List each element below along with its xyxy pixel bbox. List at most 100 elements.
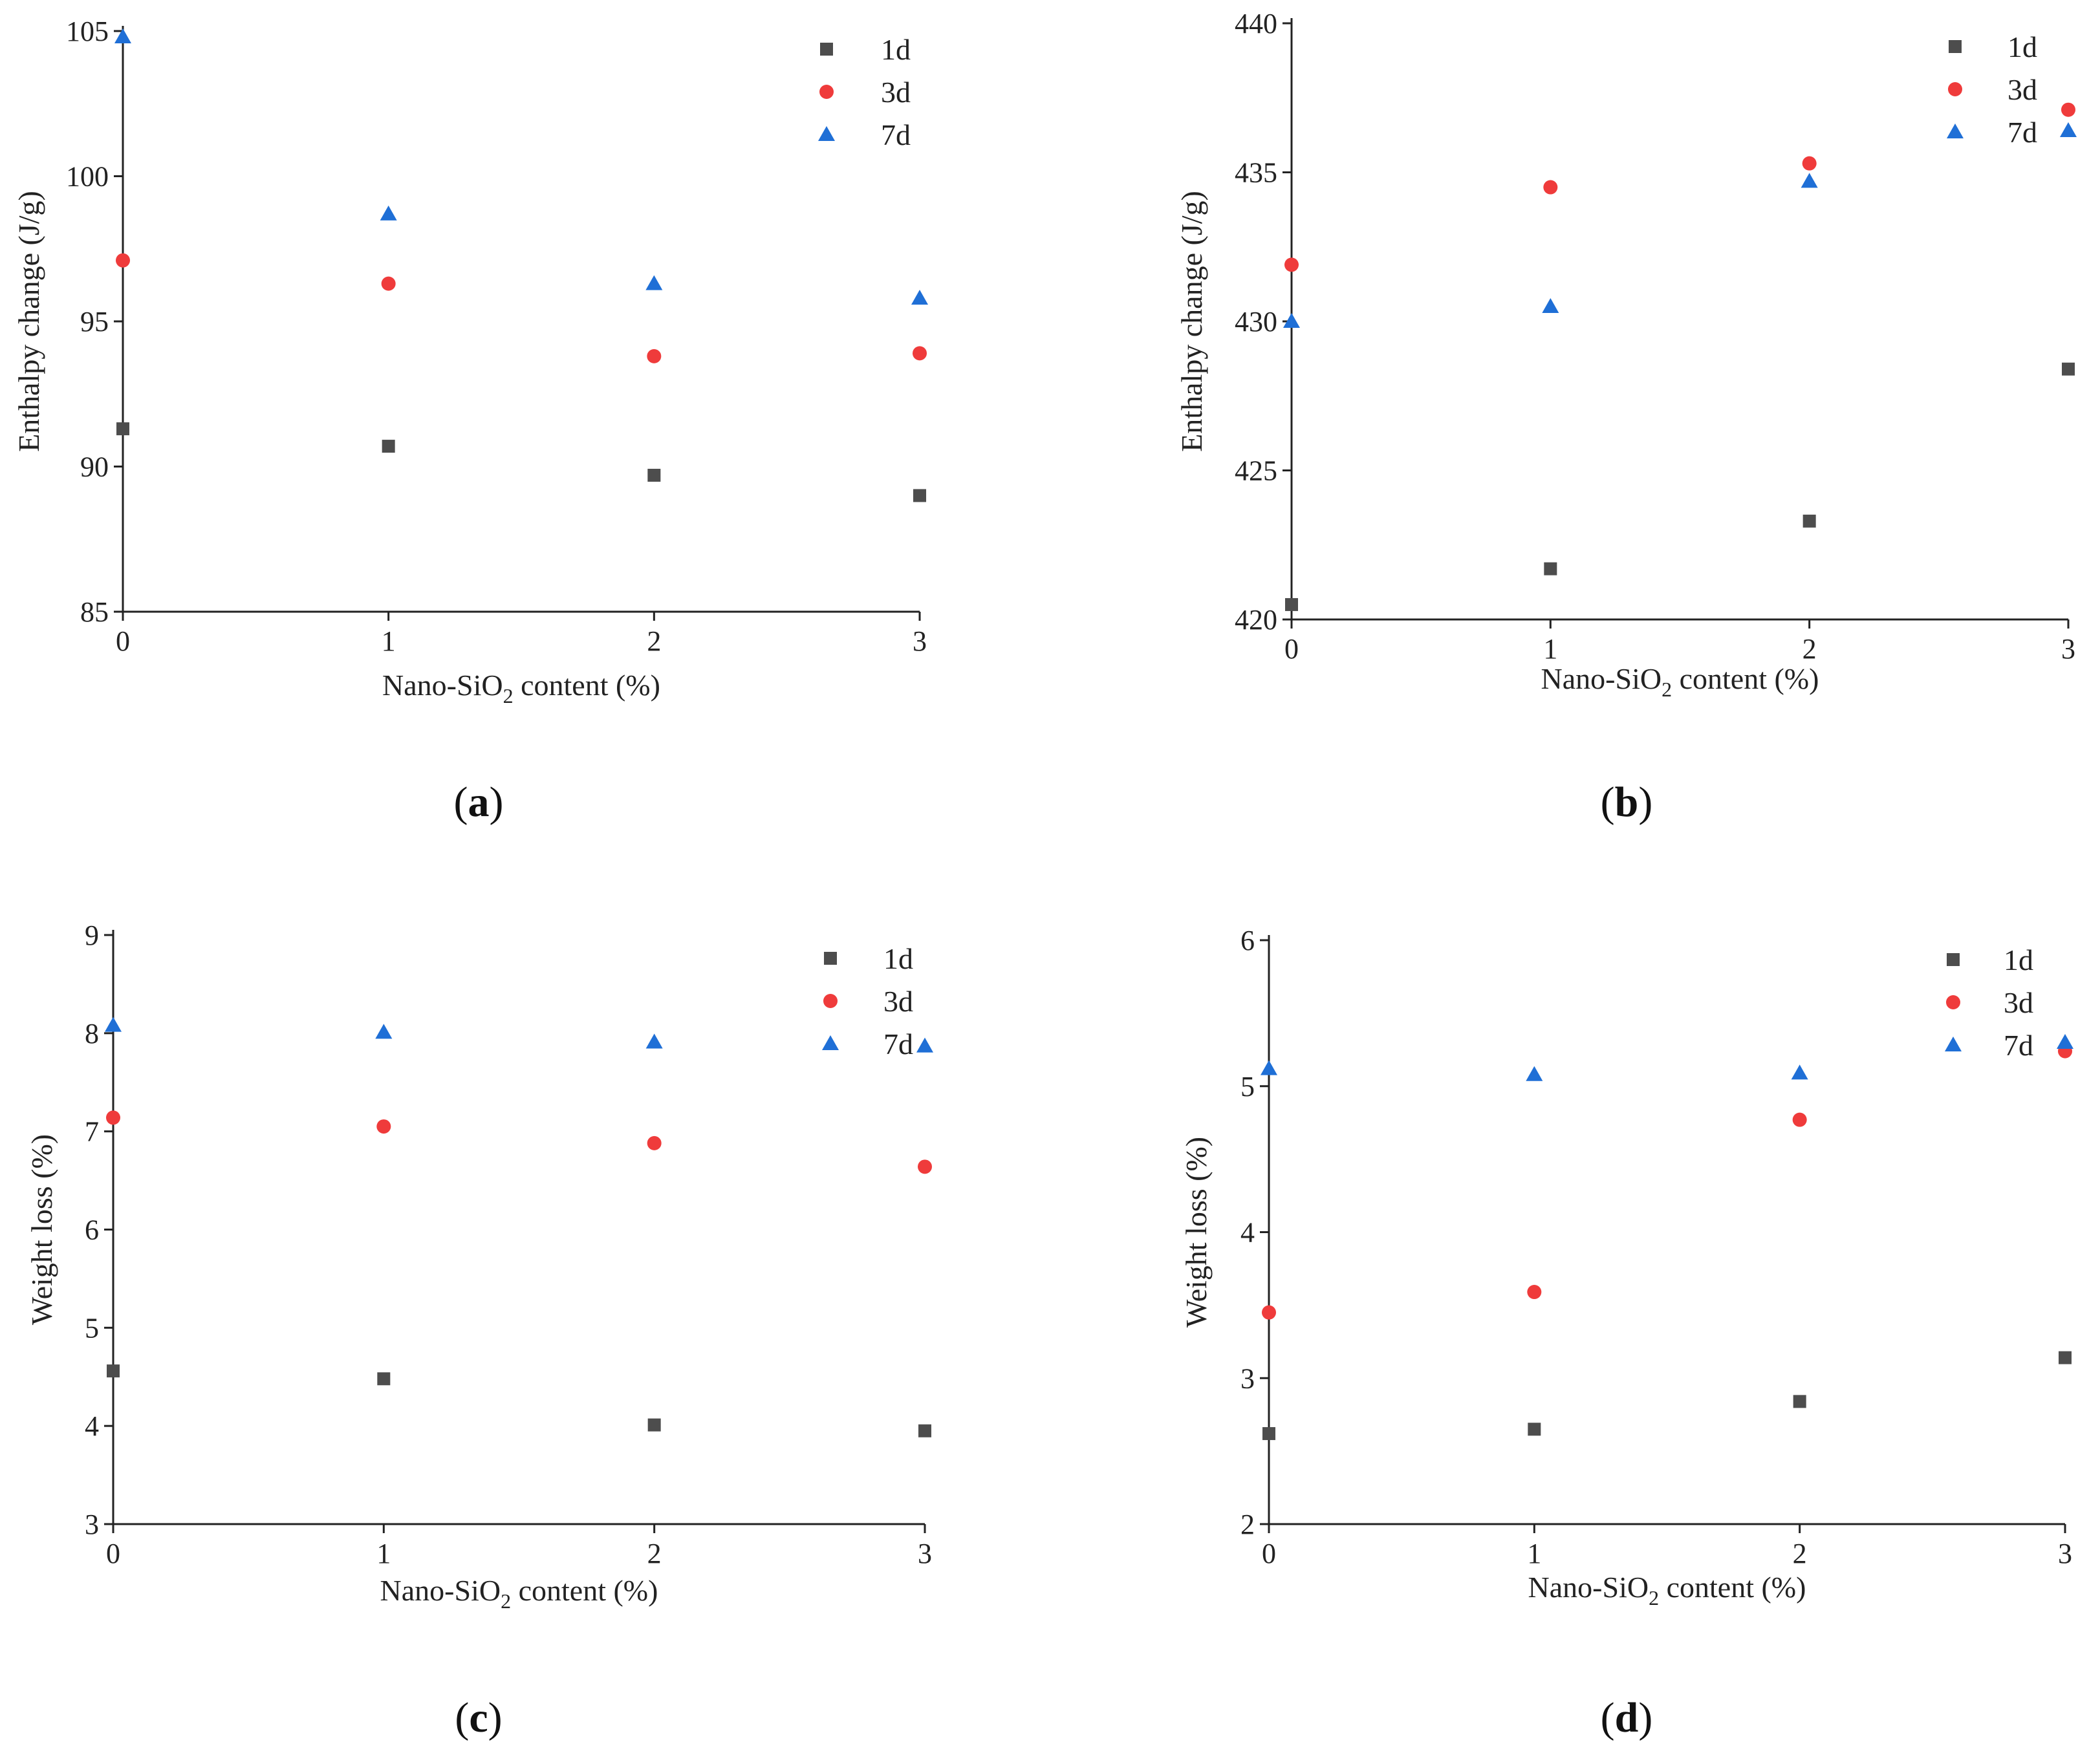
panel-caption: (c) (455, 1694, 502, 1741)
point-3d-x3 (918, 1159, 932, 1174)
point-7d-x1 (375, 1024, 393, 1039)
y-tick-label: 2 (1240, 1509, 1255, 1540)
point-1d-x0 (107, 1364, 120, 1378)
x-axis-label-tail: content (%) (511, 1574, 658, 1607)
point-1d-x2 (1802, 514, 1816, 528)
point-7d-x2 (645, 275, 663, 290)
x-tick-label: 2 (1793, 1538, 1807, 1569)
legend-label-7d: 7d (2008, 116, 2037, 149)
caption-close: ) (490, 779, 504, 826)
x-axis-label-main: Nano-SiO (380, 1574, 501, 1607)
x-axis-label-subscript: 2 (501, 1589, 511, 1613)
point-1d-x1 (377, 1372, 391, 1386)
y-tick-label: 440 (1235, 8, 1277, 39)
point-3d-x0 (106, 1110, 120, 1125)
legend-label-7d: 7d (2004, 1029, 2033, 1062)
y-axis-label: Enthalpy change (J/g) (1175, 191, 1208, 452)
x-axis-label-tail: content (%) (1659, 1571, 1806, 1604)
point-3d-x3 (2061, 102, 2075, 117)
y-tick-label: 435 (1235, 157, 1277, 189)
x-tick-label: 1 (1543, 633, 1557, 665)
y-axis-label: Enthalpy change (J/g) (12, 191, 45, 452)
legend-label-1d: 1d (881, 33, 911, 66)
point-7d-x2 (645, 1033, 663, 1049)
y-axis-label: Weight loss (%) (25, 1134, 58, 1325)
panel-caption: (d) (1601, 1694, 1653, 1741)
point-7d-x0 (105, 1016, 122, 1032)
caption-letter: b (1615, 779, 1639, 826)
point-7d-x3 (2057, 1034, 2073, 1049)
point-3d-x2 (1802, 156, 1817, 171)
point-3d-x0 (1262, 1305, 1276, 1320)
x-axis-label-tail: content (%) (514, 669, 660, 702)
point-1d-x2 (647, 468, 661, 482)
legend-marker-1d (824, 952, 837, 965)
legend-marker-7d (1947, 124, 1964, 138)
point-3d-x2 (647, 349, 662, 363)
x-tick-label: 2 (1802, 633, 1817, 665)
x-tick-label: 2 (647, 625, 661, 657)
legend-label-3d: 3d (883, 985, 913, 1018)
x-axis-label-tail: content (%) (1672, 662, 1819, 695)
y-tick-label: 3 (1240, 1362, 1255, 1394)
x-tick-label: 0 (1262, 1538, 1276, 1569)
y-tick-label: 4 (85, 1410, 99, 1442)
y-tick-label: 8 (85, 1018, 99, 1049)
point-1d-x0 (1285, 597, 1298, 611)
caption-open: ( (1601, 779, 1615, 826)
point-3d-x3 (913, 346, 927, 361)
legend-label-3d: 3d (2008, 73, 2037, 106)
panel-caption: (a) (454, 779, 504, 826)
point-7d-x1 (1526, 1066, 1543, 1081)
legend-marker-3d (823, 994, 838, 1008)
legend-label-1d: 1d (2008, 30, 2037, 63)
y-tick-label: 430 (1235, 306, 1277, 338)
point-1d-x3 (2062, 362, 2075, 376)
caption-close: ) (1638, 779, 1652, 826)
y-tick-label: 85 (80, 596, 109, 628)
legend-label-1d: 1d (2004, 943, 2033, 976)
legend-marker-7d (1945, 1037, 1962, 1051)
caption-letter: d (1615, 1694, 1639, 1741)
point-1d-x0 (1262, 1427, 1275, 1441)
x-tick-label: 1 (1527, 1538, 1541, 1569)
x-axis-label: Nano-SiO2 content (%) (1528, 1571, 1806, 1609)
y-tick-label: 100 (66, 161, 109, 193)
point-7d-x1 (380, 205, 397, 220)
legend-marker-3d (819, 85, 834, 99)
caption-open: ( (454, 779, 468, 826)
y-tick-label: 4 (1240, 1217, 1255, 1249)
x-axis-label-main: Nano-SiO (382, 669, 503, 702)
y-tick-label: 5 (1240, 1071, 1255, 1102)
point-3d-x2 (647, 1135, 662, 1150)
point-1d-x3 (918, 1424, 931, 1437)
point-3d-x0 (1284, 257, 1299, 272)
caption-open: ( (1601, 1694, 1615, 1741)
y-axis-label: Weight loss (%) (1180, 1137, 1213, 1328)
point-7d-x2 (1791, 1064, 1808, 1080)
y-tick-label: 6 (1240, 925, 1255, 956)
point-7d-x3 (911, 290, 928, 305)
legend-label-7d: 7d (881, 118, 911, 151)
point-3d-x1 (1543, 180, 1558, 195)
point-3d-x2 (1792, 1112, 1807, 1127)
x-tick-label: 3 (2061, 633, 2075, 665)
x-tick-label: 0 (106, 1538, 120, 1569)
point-1d-x1 (1544, 562, 1557, 575)
x-axis-label: Nano-SiO2 content (%) (382, 669, 660, 707)
point-7d-x1 (1542, 297, 1559, 313)
point-1d-x3 (913, 489, 926, 502)
legend-marker-1d (1947, 953, 1960, 966)
x-axis-label-subscript: 2 (1649, 1586, 1659, 1609)
point-1d-x1 (1528, 1423, 1541, 1436)
x-tick-label: 1 (376, 1538, 391, 1569)
x-tick-label: 1 (382, 625, 396, 657)
x-axis-label-subscript: 2 (1661, 678, 1672, 701)
point-7d-x3 (2060, 122, 2077, 137)
legend-marker-3d (1948, 82, 1962, 96)
y-tick-label: 5 (85, 1312, 99, 1344)
x-axis-label-main: Nano-SiO (1528, 1571, 1649, 1604)
